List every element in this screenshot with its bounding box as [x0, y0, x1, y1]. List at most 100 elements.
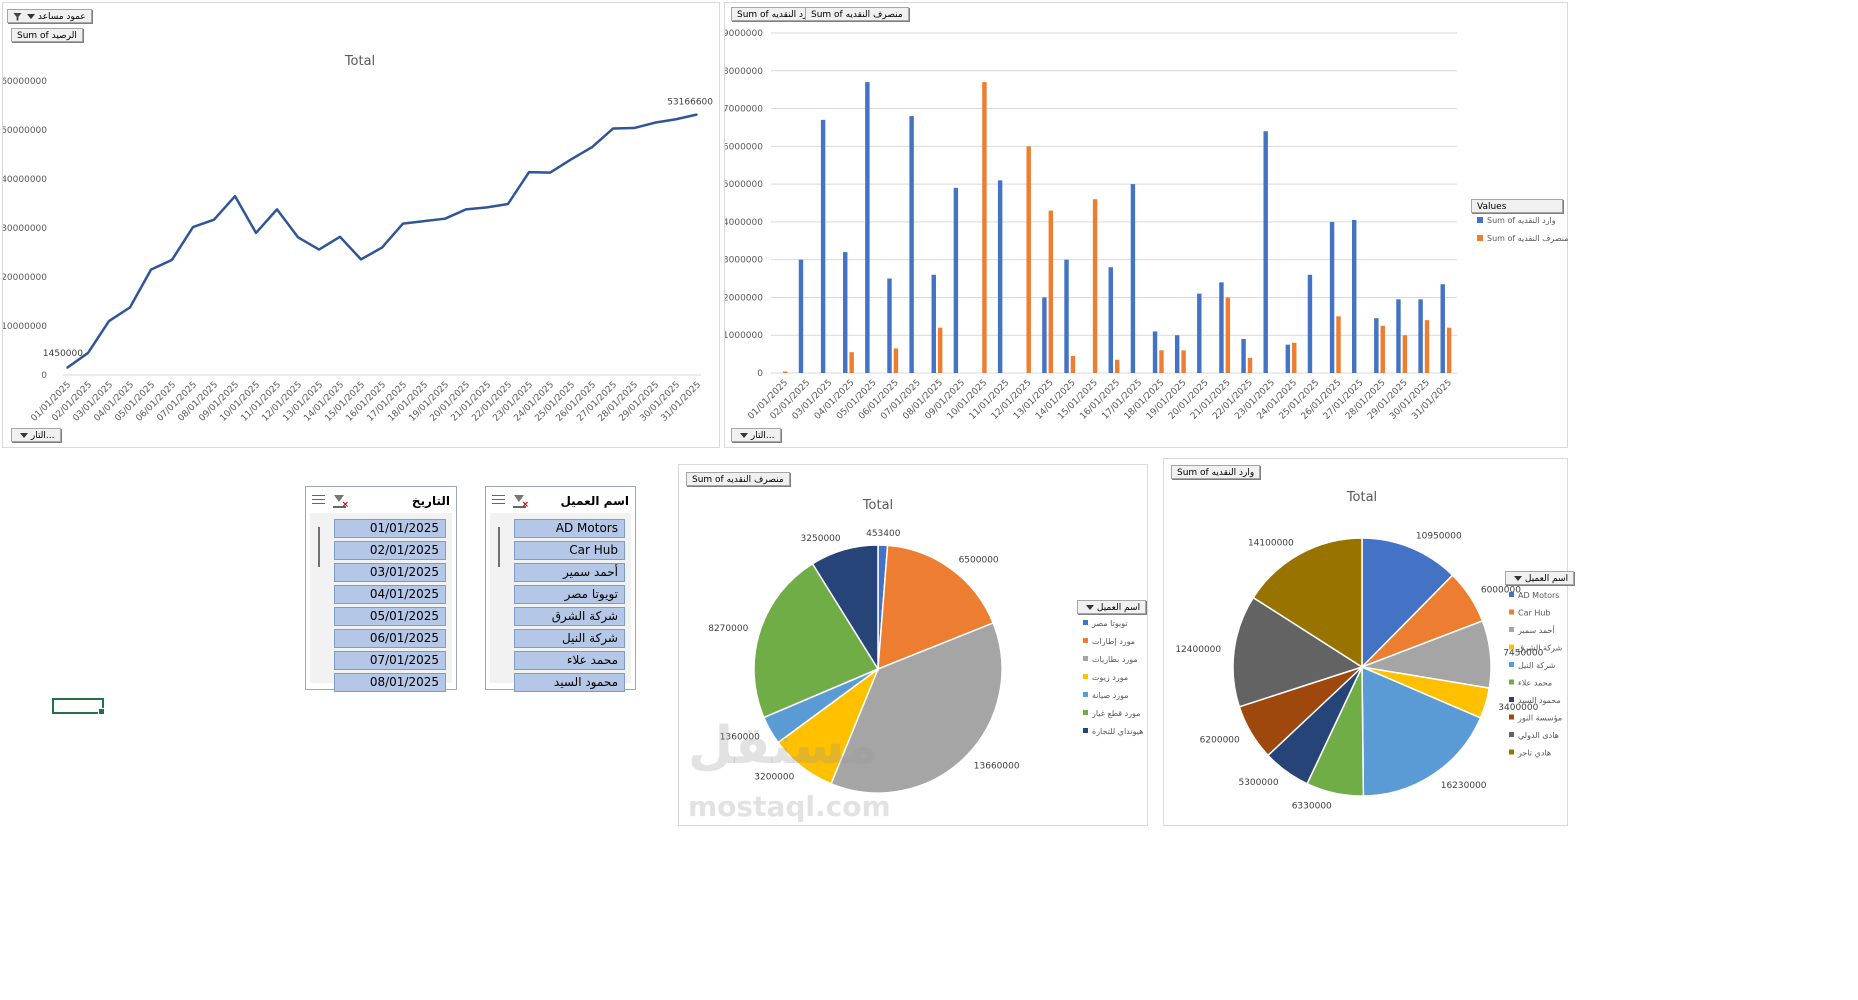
legend-entry: مورد بطاريات — [1092, 655, 1138, 664]
client-legend-button[interactable]: اسم العميل — [1077, 600, 1147, 614]
client-slicer-item[interactable]: شركة النيل — [514, 629, 625, 648]
cash-out-pie-panel[interactable]: Total 453400 6500000 13660000 3200000 1360000… — [678, 464, 1148, 826]
date-slicer-item[interactable]: 03/01/2025 — [334, 563, 446, 582]
cash-in-value-label: Sum of وارد النقديه — [1177, 468, 1255, 478]
data-point — [654, 121, 656, 124]
cash-in-value-button[interactable]: Sum of وارد النقديه — [1171, 465, 1261, 479]
cash-out-bar — [1026, 146, 1031, 373]
cash-out-bar — [1070, 356, 1076, 373]
legend-entry: محمد علاء — [1518, 679, 1552, 688]
date-axis-button[interactable]: التار... — [731, 428, 781, 442]
date-axis-button[interactable]: التار... — [11, 428, 61, 442]
cash-in-pie-panel[interactable]: Total 10950000 6000000 7450000 3400000 162300… — [1163, 458, 1575, 826]
cash-in-bar — [1418, 299, 1423, 373]
date-slicer-item[interactable]: 01/01/2025 — [334, 519, 446, 538]
legend-entry: Sum of منصرف النقديه — [1487, 234, 1568, 243]
cash-out-bar — [1159, 350, 1164, 373]
clear-filter-icon[interactable] — [513, 494, 529, 510]
legend-entry: مورد صيانة — [1092, 691, 1129, 700]
cash-in-bar — [1174, 335, 1180, 373]
client-slicer[interactable]: اسم العميل AD Motors Car Hub أحمد سمير تويو… — [485, 486, 636, 692]
cash-in-bar — [1130, 184, 1136, 373]
fill-handle[interactable] — [98, 708, 105, 715]
column-chart-panel[interactable]: 0 1000000 2000000 3000000 4000000 5000000 6000… — [724, 2, 1568, 448]
client-slicer-item[interactable]: محمد علاء — [514, 651, 625, 670]
client-slicer-item[interactable]: أحمد سمير — [514, 563, 625, 582]
multi-select-icon[interactable] — [312, 494, 325, 506]
data-point — [150, 268, 152, 271]
cash-out-bar — [1092, 199, 1098, 373]
client-slicer-item[interactable]: تويوتا مصر — [514, 585, 625, 604]
date-slicer-title: التاريخ — [411, 494, 450, 508]
date-slicer-item[interactable]: 06/01/2025 — [334, 629, 446, 648]
cash-in-bar — [953, 187, 959, 373]
pie-slice — [753, 562, 880, 719]
cash-in-bar — [1374, 318, 1379, 373]
filter-icon — [13, 12, 22, 21]
date-slicer-header: التاريخ — [312, 491, 450, 511]
legend-entry: AD Motors — [1518, 591, 1559, 600]
client-legend-button[interactable]: اسم العميل — [1505, 571, 1575, 585]
data-point — [234, 195, 236, 197]
chart-title: Total — [862, 498, 893, 513]
legend-swatch — [1083, 620, 1088, 625]
date-slicer-item[interactable]: 02/01/2025 — [334, 541, 446, 560]
cash-in-bar — [1263, 131, 1268, 373]
line-chart-panel[interactable]: Total 0 10000000 20000000 30000000 40000000 50… — [2, 2, 720, 448]
data-point — [570, 158, 572, 161]
data-label: 6000000 — [1481, 585, 1521, 595]
cash-out-value-button[interactable]: Sum of منصرف النقديه — [805, 7, 909, 21]
legend-entry: Sum of وارد النقديه — [1487, 216, 1556, 225]
legend-swatch — [1083, 638, 1088, 643]
client-slicer-item[interactable]: AD Motors — [514, 519, 625, 538]
date-slicer-item[interactable]: 05/01/2025 — [334, 607, 446, 626]
data-point — [591, 146, 593, 148]
cash-in-bar — [798, 259, 804, 373]
cash-out-bar — [1402, 335, 1408, 373]
cash-in-bar — [1307, 274, 1313, 373]
date-slicer-item[interactable]: 08/01/2025 — [334, 673, 446, 692]
y-tick-label: 8000000 — [725, 67, 763, 77]
cash-out-value-button[interactable]: Sum of منصرف النقديه — [686, 472, 790, 486]
data-point — [633, 127, 635, 129]
multi-select-icon[interactable] — [492, 494, 505, 506]
data-point — [276, 208, 278, 211]
dropdown-icon — [740, 433, 748, 438]
legend-entry: مؤسسة النور — [1517, 714, 1562, 723]
client-slicer-item[interactable]: شركة الشرق — [514, 607, 625, 626]
data-point — [402, 222, 404, 225]
pie-slice — [830, 622, 1003, 794]
client-slicer-item[interactable]: محمود السيد — [514, 673, 625, 692]
watermark-logo: مستقل — [688, 716, 879, 776]
cash-out-bar — [1424, 320, 1430, 373]
slicer-scrollbar[interactable] — [498, 527, 500, 567]
helper-column-label: عمود مساعد — [37, 12, 86, 22]
legend-values-button[interactable]: Values — [1471, 199, 1563, 213]
cash-in-bar — [1241, 339, 1246, 373]
y-tick-label: 60000000 — [3, 77, 47, 87]
legend-swatch — [1509, 697, 1514, 702]
data-label: 3250000 — [801, 534, 841, 544]
dropdown-icon — [27, 14, 35, 19]
client-slicer-item[interactable]: Car Hub — [514, 541, 625, 560]
date-slicer-item[interactable]: 07/01/2025 — [334, 651, 446, 670]
y-tick-label: 5000000 — [725, 180, 763, 190]
selected-cell[interactable] — [52, 698, 105, 715]
legend-swatch — [1477, 235, 1483, 241]
cash-in-value-button[interactable]: Sum of وارد النقديه — [731, 7, 821, 21]
y-tick-label: 20000000 — [3, 273, 47, 283]
cash-in-value-label: Sum of وارد النقديه — [737, 10, 815, 20]
cash-in-bar — [1329, 221, 1335, 373]
legend-entry: Car Hub — [1518, 609, 1550, 618]
slicer-scrollbar[interactable] — [318, 527, 320, 567]
data-point — [87, 352, 89, 354]
date-slicer[interactable]: التاريخ 01/01/2025 02/01/2025 03/01/2025 04… — [305, 486, 457, 692]
date-slicer-item[interactable]: 04/01/2025 — [334, 585, 446, 604]
legend-swatch — [1509, 732, 1514, 737]
clear-filter-icon[interactable] — [333, 494, 349, 510]
balance-value-button[interactable]: Sum of الرصيد — [11, 28, 83, 42]
helper-column-field-button[interactable]: عمود مساعد — [7, 9, 92, 23]
data-point — [486, 206, 488, 209]
cash-out-bar — [1181, 350, 1186, 373]
data-point — [360, 258, 362, 261]
